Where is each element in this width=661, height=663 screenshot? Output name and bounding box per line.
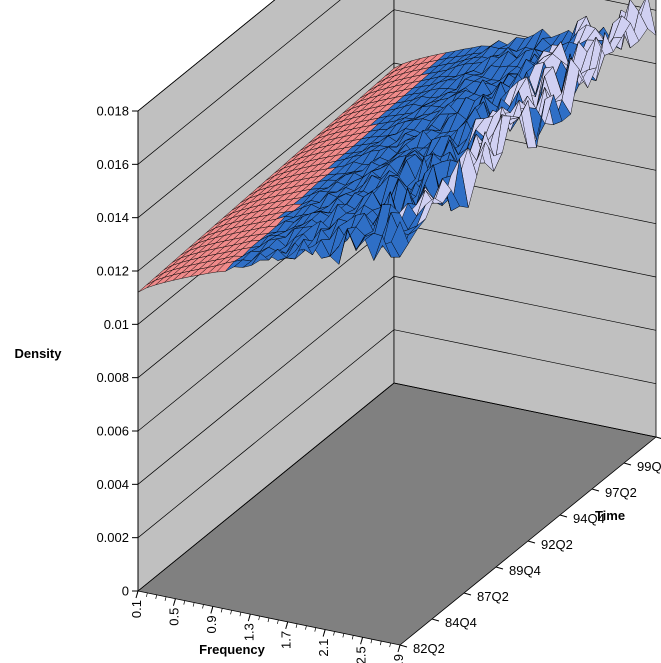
time-tick-label: 89Q4	[509, 563, 541, 578]
x-minor-tick	[379, 641, 382, 646]
x-minor-tick	[230, 610, 232, 615]
x-tick-label: 1.3	[241, 623, 256, 641]
x-tick-label: 2.5	[354, 646, 369, 663]
gridline	[137, 0, 657, 165]
x-minor-tick	[202, 604, 204, 609]
time-tick	[623, 462, 632, 466]
x-tick-label: 2.9	[391, 654, 406, 663]
x-minor-tick	[361, 637, 363, 642]
surface-cell	[137, 280, 156, 293]
time-tick-label: 92Q2	[541, 537, 573, 552]
y-axis-title: Density	[15, 346, 63, 361]
gridline	[137, 329, 657, 538]
x-minor-tick	[239, 612, 242, 617]
y-tick-label: 0.01	[104, 317, 129, 332]
y-tick-label: 0.016	[96, 157, 129, 172]
y-tick-label: 0.002	[96, 530, 129, 545]
x-minor-tick	[295, 623, 298, 628]
x-minor-tick	[342, 633, 345, 638]
x-minor-tick	[155, 594, 158, 599]
x-minor-tick	[351, 635, 354, 640]
y-tick-label: 0.006	[96, 424, 129, 439]
time-tick-label: 82Q2	[413, 641, 445, 656]
x-minor-tick	[248, 614, 251, 619]
y-tick-label: 0.004	[96, 477, 129, 492]
x-minor-tick	[183, 600, 186, 605]
time-tick	[399, 644, 408, 648]
y-tick-label: 0	[122, 584, 129, 599]
time-tick-label: 87Q2	[477, 589, 509, 604]
time-tick	[495, 566, 504, 570]
x-tick-label: 1.7	[279, 631, 294, 649]
y-tick-label: 0.018	[96, 104, 129, 119]
time-tick	[655, 436, 661, 439]
chart-axes	[132, 110, 661, 653]
x-tick-label: 0.1	[129, 600, 144, 618]
x-minor-tick	[277, 619, 279, 625]
time-axis-title: Time	[595, 508, 625, 523]
x-minor-tick	[286, 621, 289, 626]
time-tick-label: 84Q4	[445, 615, 477, 630]
x-minor-tick	[174, 598, 176, 603]
time-tick-label: 97Q2	[605, 485, 637, 500]
x-minor-tick	[192, 602, 195, 607]
x-minor-tick	[136, 590, 139, 596]
x-minor-tick	[267, 617, 270, 623]
x-minor-tick	[398, 644, 401, 650]
x-minor-tick	[164, 596, 167, 601]
x-minor-tick	[258, 615, 260, 621]
x-minor-tick	[305, 625, 307, 630]
gridline	[137, 0, 276, 112]
x-minor-tick	[333, 631, 335, 636]
y-tick-label: 0.008	[96, 370, 129, 385]
y-tick-label: 0.012	[96, 264, 129, 279]
x-minor-tick	[314, 627, 317, 632]
time-tick	[431, 618, 440, 622]
x-minor-tick	[323, 629, 326, 634]
x-minor-tick	[220, 608, 223, 613]
time-tick	[527, 540, 536, 544]
y-tick-label: 0.014	[96, 210, 129, 225]
tick-labels: 0 0.002 0.004 0.006 0.008 0.01 0.012 0.014 0.016…	[96, 104, 661, 663]
gridline	[137, 382, 657, 592]
time-tick	[559, 514, 568, 518]
x-minor-tick	[211, 606, 214, 611]
time-tick-label: 99Q4	[637, 459, 661, 474]
time-tick	[591, 488, 600, 492]
density-surface	[137, 0, 657, 293]
time-tick	[463, 592, 472, 596]
x-tick-label: 2.1	[316, 639, 331, 657]
time-tick-label: 94Q4	[573, 511, 605, 526]
x-tick-label: 0.5	[166, 608, 181, 626]
x-minor-tick	[389, 642, 391, 648]
x-minor-tick	[370, 639, 373, 644]
gridline	[137, 275, 657, 485]
x-minor-tick	[146, 592, 148, 598]
x-axis-title: Frequency	[199, 642, 266, 657]
x-tick-label: 0.9	[204, 615, 219, 633]
